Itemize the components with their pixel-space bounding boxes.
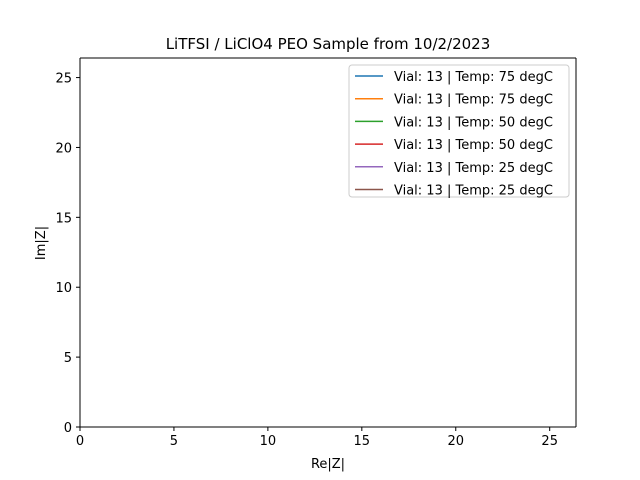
y-axis-label: Im|Z| [34, 226, 49, 260]
y-tick-label: 15 [55, 211, 72, 226]
legend-box [348, 64, 570, 198]
legend-label: Vial: 13 | Temp: 75 degC [394, 70, 553, 85]
x-axis-label: Re|Z| [311, 457, 345, 472]
x-tick-label: 10 [260, 434, 277, 449]
legend: Vial: 13 | Temp: 75 degC Vial: 13 | Temp:… [348, 64, 570, 199]
x-tick-label: 20 [447, 434, 464, 449]
y-tick-label: 25 [55, 72, 72, 87]
x-tick-label: 25 [541, 434, 558, 449]
legend-label: Vial: 13 | Temp: 25 degC [394, 184, 553, 199]
x-tick-label: 5 [170, 434, 178, 449]
x-tick-label: 0 [76, 434, 84, 449]
legend-entries: Vial: 13 | Temp: 75 degC Vial: 13 | Temp:… [355, 70, 553, 199]
x-axis-ticks: 0 5 10 15 20 25 [76, 427, 558, 449]
y-axis-ticks: 0 5 10 15 20 25 [55, 72, 80, 436]
y-tick-label: 20 [55, 141, 72, 156]
legend-label: Vial: 13 | Temp: 50 degC [394, 115, 553, 130]
legend-label: Vial: 13 | Temp: 25 degC [394, 161, 553, 176]
x-tick-label: 15 [354, 434, 371, 449]
y-tick-label: 10 [55, 281, 72, 296]
y-tick-label: 5 [64, 351, 72, 366]
y-tick-label: 0 [64, 421, 72, 436]
legend-label: Vial: 13 | Temp: 50 degC [394, 138, 553, 153]
legend-label: Vial: 13 | Temp: 75 degC [394, 93, 553, 108]
chart-title: LiTFSI / LiClO4 PEO Sample from 10/2/202… [166, 35, 491, 53]
